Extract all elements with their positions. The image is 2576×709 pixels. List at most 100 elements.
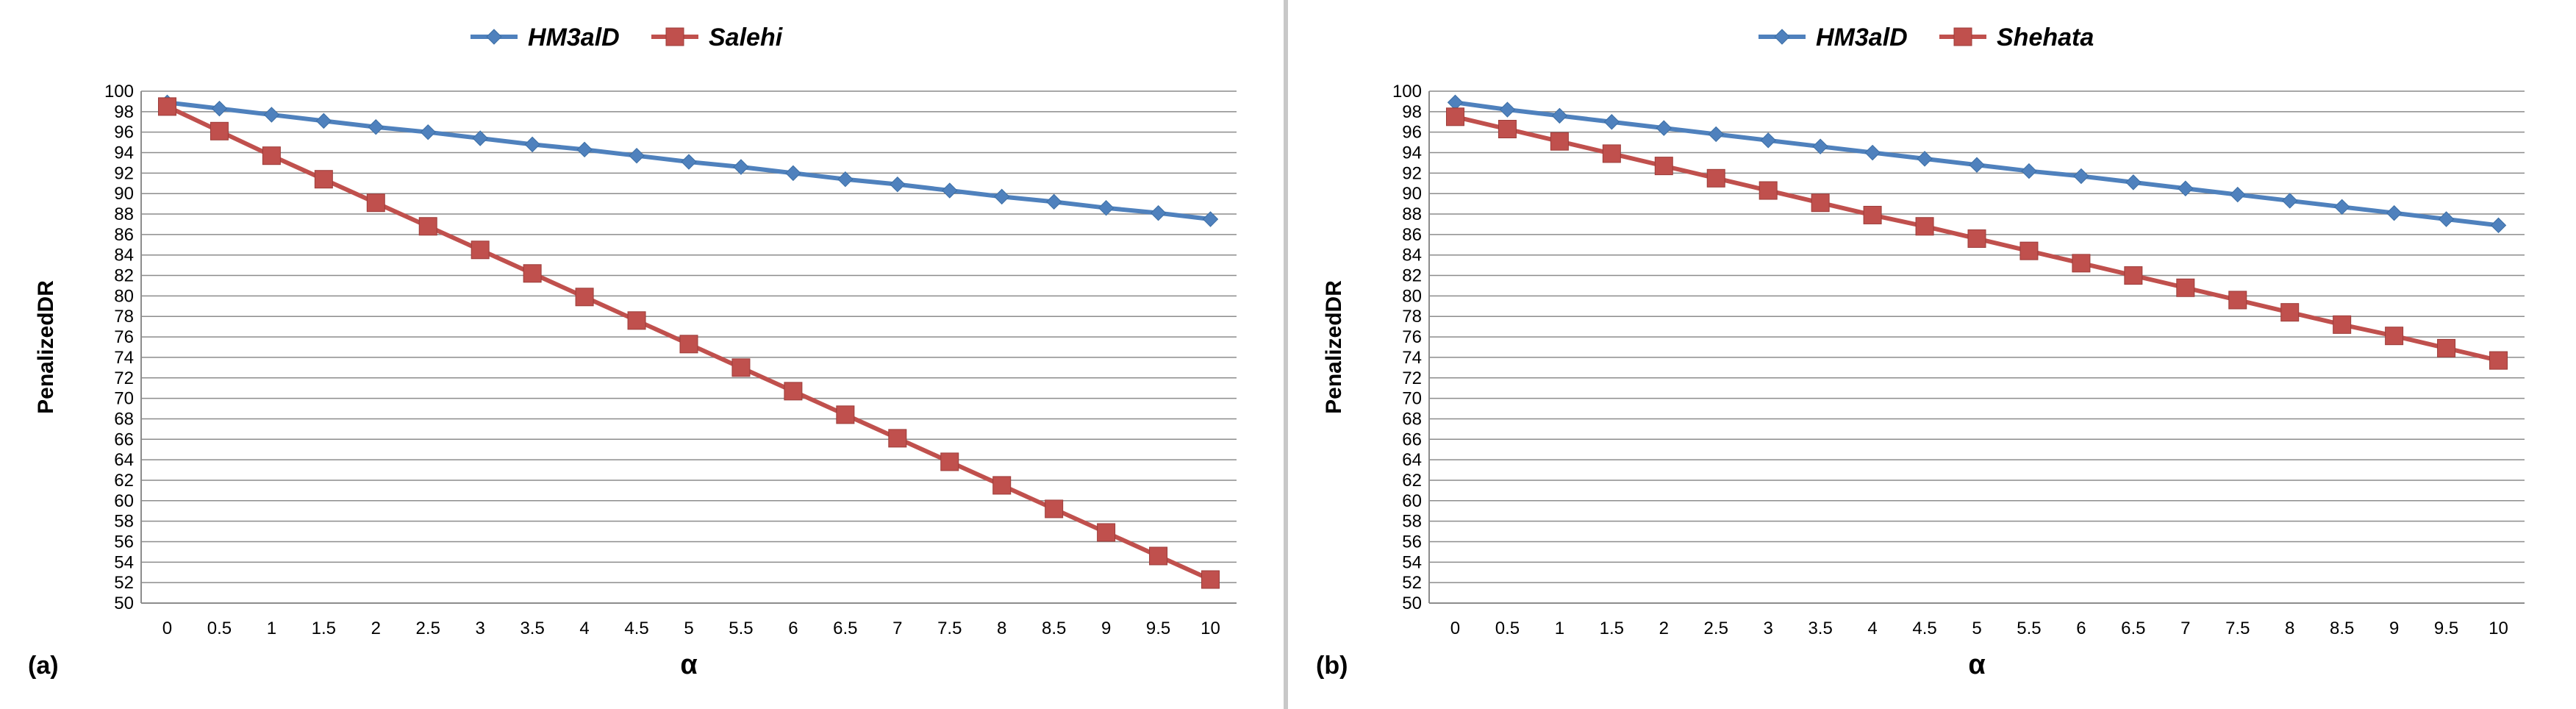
data-point <box>418 217 437 236</box>
data-point <box>1098 199 1115 216</box>
x-tick-label: 3 <box>476 619 485 638</box>
data-point <box>733 159 749 175</box>
x-tick-label: 2.5 <box>416 619 440 638</box>
y-tick-label: 88 <box>114 204 134 224</box>
series-salehi <box>157 97 1220 589</box>
data-point <box>629 147 645 164</box>
data-point <box>1969 157 1985 173</box>
data-point <box>576 141 593 158</box>
y-tick-label: 78 <box>1402 307 1422 327</box>
x-tick-label: 0.5 <box>207 619 232 638</box>
data-point <box>366 193 385 213</box>
y-tick-label: 94 <box>1402 143 1422 163</box>
y-tick-labels: 5052545658606264666870727476788082848688… <box>104 82 134 613</box>
data-point <box>1097 523 1116 542</box>
y-tick-label: 56 <box>1402 532 1422 552</box>
panel-label: (b) <box>1316 652 1348 680</box>
x-tick-label: 10 <box>2489 619 2508 638</box>
x-tick-label: 0 <box>162 619 172 638</box>
x-tick-label: 4 <box>579 619 589 638</box>
data-point <box>1150 204 1167 221</box>
y-tick-label: 94 <box>114 143 134 163</box>
y-tick-label: 98 <box>114 102 134 122</box>
y-axis-label: PenalizedDR <box>34 280 58 414</box>
legend-label: Salehi <box>709 24 784 51</box>
data-point <box>1863 205 1882 224</box>
y-tick-label: 60 <box>1402 491 1422 511</box>
data-point <box>157 97 176 116</box>
y-tick-label: 68 <box>114 409 134 429</box>
x-tick-label: 6.5 <box>2121 619 2145 638</box>
data-point <box>1812 138 1828 154</box>
data-point <box>314 170 333 189</box>
data-point <box>1760 132 1776 149</box>
y-tick-label: 66 <box>1402 430 1422 449</box>
data-point <box>2073 168 2089 185</box>
y-tick-label: 88 <box>1402 204 1422 224</box>
data-point <box>627 311 646 330</box>
legend: HM3alD Shehata <box>1759 24 2094 51</box>
data-point <box>2124 266 2143 285</box>
data-point <box>262 146 281 165</box>
data-point <box>472 130 488 146</box>
x-tick-label: 9 <box>2389 619 2399 638</box>
data-point <box>1045 499 1064 519</box>
data-point <box>2178 180 2194 196</box>
data-point <box>420 124 436 140</box>
legend: HM3alD Salehi <box>471 24 784 51</box>
y-tick-label: 92 <box>114 163 134 183</box>
legend-marker <box>665 27 684 46</box>
data-point <box>1708 126 1724 143</box>
x-tick-labels: 0 0.5 1 1.5 2 2.5 3 3.5 4 4.5 5 5.5 6 6.5 7 7.5 8 8.5 9 9.5… <box>162 619 1220 638</box>
legend-item: Shehata <box>1939 24 2094 51</box>
x-axis-label: α <box>1968 649 1985 680</box>
y-tick-label: 68 <box>1402 409 1422 429</box>
legend-label: HM3alD <box>528 24 620 51</box>
x-tick-label: 10 <box>1201 619 1220 638</box>
data-point <box>942 182 958 199</box>
x-tick-label: 8.5 <box>2330 619 2354 638</box>
x-tick-label: 0.5 <box>1495 619 1520 638</box>
y-tick-label: 74 <box>1402 348 1422 368</box>
y-tick-label: 78 <box>114 307 134 327</box>
x-tick-labels: 0 0.5 1 1.5 2 2.5 3 3.5 4 4.5 5 5.5 6 6.5 7 7.5 8 8.5 9 9.5… <box>1450 619 2508 638</box>
y-tick-label: 96 <box>1402 123 1422 143</box>
data-point <box>1201 570 1220 589</box>
data-point <box>2019 241 2039 260</box>
data-point <box>2228 291 2247 310</box>
data-point <box>2021 163 2037 179</box>
y-tick-label: 82 <box>1402 266 1422 286</box>
y-tick-label: 84 <box>114 246 134 266</box>
y-tick-label: 70 <box>114 389 134 409</box>
data-point <box>1656 120 1672 136</box>
data-point <box>1967 229 1986 248</box>
legend-marker <box>1953 27 1972 46</box>
data-point <box>2489 351 2508 370</box>
y-tick-label: 86 <box>114 225 134 245</box>
data-point <box>992 476 1012 495</box>
data-point <box>2072 254 2091 273</box>
chart-panel-a: 5052545658606264666870727476788082848688… <box>28 24 1237 680</box>
x-tick-label: 3.5 <box>1808 619 1832 638</box>
x-tick-label: 8.5 <box>1042 619 1066 638</box>
x-tick-label: 3 <box>1764 619 1773 638</box>
data-point <box>837 171 854 188</box>
x-tick-label: 6 <box>788 619 798 638</box>
y-axis-label: PenalizedDR <box>1322 280 1346 414</box>
y-tick-label: 76 <box>114 327 134 347</box>
data-point <box>2333 315 2352 334</box>
x-tick-label: 2.5 <box>1704 619 1728 638</box>
y-tick-label: 58 <box>1402 512 1422 532</box>
data-point <box>2333 199 2350 215</box>
data-point <box>1149 546 1168 566</box>
y-tick-label: 64 <box>1402 450 1422 470</box>
y-tick-label: 54 <box>1402 552 1422 572</box>
data-point <box>210 121 229 140</box>
x-tick-label: 4.5 <box>624 619 648 638</box>
data-point <box>1551 107 1568 124</box>
x-tick-label: 7 <box>2180 619 2190 638</box>
y-tick-label: 50 <box>1402 594 1422 613</box>
y-tick-label: 86 <box>1402 225 1422 245</box>
data-point <box>1759 181 1778 200</box>
y-tick-label: 56 <box>114 532 134 552</box>
